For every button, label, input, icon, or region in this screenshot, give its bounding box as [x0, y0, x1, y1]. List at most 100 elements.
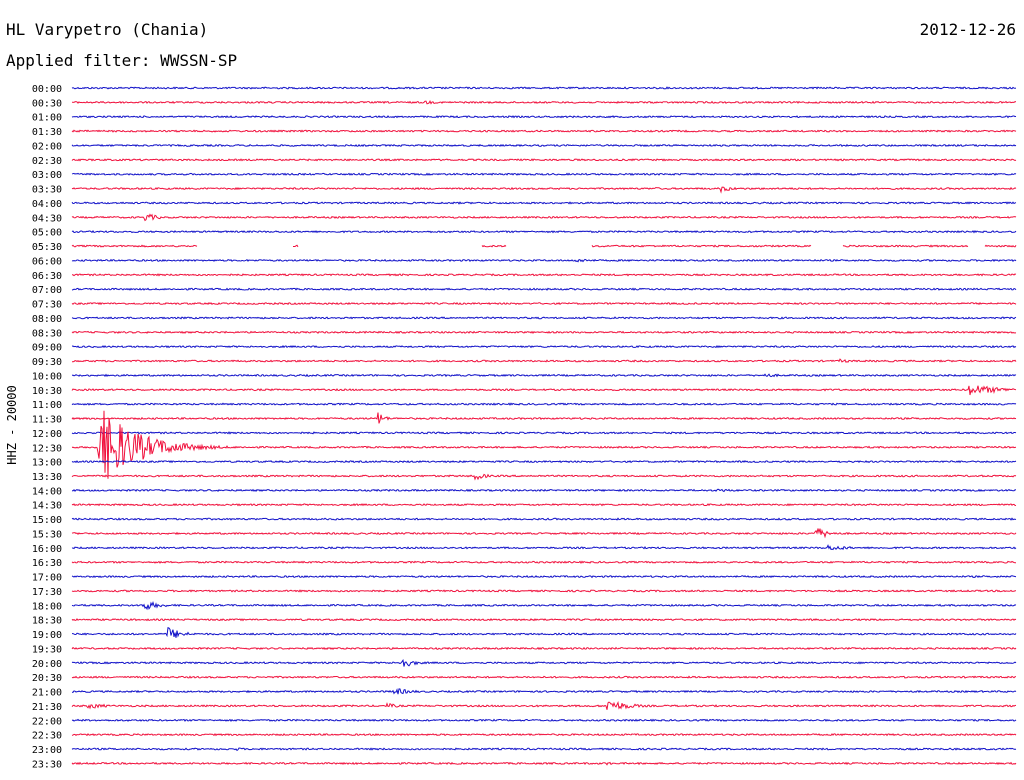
trace-line [71, 517, 1017, 521]
row-time-label: 10:30 [32, 386, 62, 397]
trace-line [71, 186, 1017, 194]
trace-line [72, 626, 1017, 638]
station-title: HL Varypetro (Chania) [6, 20, 209, 39]
trace-line [71, 100, 1017, 105]
row-time-label: 18:00 [32, 601, 62, 612]
row-time-label: 10:00 [32, 371, 62, 382]
trace-line [71, 158, 1017, 162]
row-time-label: 08:30 [32, 328, 62, 339]
trace-line [71, 431, 1017, 435]
row-time-label: 08:00 [32, 314, 62, 325]
row-time-label: 13:00 [32, 458, 62, 469]
trace-line [71, 646, 1017, 651]
trace-line [71, 129, 1017, 133]
trace-line [71, 618, 1017, 622]
row-time-label: 01:30 [32, 127, 62, 138]
trace-line [71, 460, 1017, 464]
trace-line [71, 761, 1017, 766]
row-time-label: 21:30 [32, 702, 62, 713]
trace-line [71, 600, 1017, 611]
trace-line [71, 385, 1017, 396]
row-time-label: 17:30 [32, 587, 62, 598]
trace-line [71, 143, 1017, 148]
row-time-label: 16:00 [32, 544, 62, 555]
row-time-label: 11:00 [32, 400, 62, 411]
trace-line [71, 488, 1017, 493]
row-time-label: 09:00 [32, 343, 62, 354]
row-time-label: 20:00 [32, 659, 62, 670]
row-time-label: 14:00 [32, 486, 62, 497]
row-time-label: 12:30 [32, 443, 62, 454]
row-time-label: 04:30 [32, 213, 62, 224]
trace-line [71, 213, 1017, 222]
row-time-label: 06:30 [32, 271, 62, 282]
row-time-label: 22:00 [32, 716, 62, 727]
row-time-label: 02:30 [32, 156, 62, 167]
row-time-label: 03:00 [32, 170, 62, 181]
trace-line [71, 700, 1017, 710]
trace-line [71, 544, 1017, 551]
trace-line [72, 273, 1017, 277]
trace-line [71, 316, 1017, 320]
trace-line [71, 330, 1017, 334]
row-time-label: 22:30 [32, 731, 62, 742]
trace-line [71, 244, 1017, 248]
trace-line [71, 287, 1017, 291]
trace-line [71, 115, 1017, 119]
trace-line [71, 675, 1017, 679]
row-time-label: 23:00 [32, 745, 62, 756]
trace-line [71, 172, 1017, 176]
row-time-label: 06:00 [32, 256, 62, 267]
row-time-label: 15:30 [32, 529, 62, 540]
trace-line [71, 410, 1017, 479]
row-time-label: 05:30 [32, 242, 62, 253]
row-time-label: 18:30 [32, 616, 62, 627]
row-time-label: 13:30 [32, 472, 62, 483]
trace-line [71, 344, 1017, 349]
trace-line [71, 402, 1017, 406]
row-time-label: 11:30 [32, 415, 62, 426]
row-time-label: 17:00 [32, 573, 62, 584]
trace-line [71, 258, 1017, 263]
filter-label: Applied filter: WWSSN-SP [6, 51, 238, 70]
row-time-label: 19:30 [32, 644, 62, 655]
trace-line [71, 373, 1017, 378]
row-time-label: 07:00 [32, 285, 62, 296]
row-time-label: 07:30 [32, 300, 62, 311]
date-label: 2012-12-26 [919, 20, 1016, 39]
row-time-label: 09:30 [32, 357, 62, 368]
trace-line [71, 301, 1017, 306]
row-time-label: 21:00 [32, 688, 62, 699]
trace-line [71, 659, 1017, 667]
trace-line [71, 732, 1017, 737]
row-time-label: 00:00 [32, 84, 62, 95]
row-time-label: 05:00 [32, 228, 62, 239]
trace-line [71, 201, 1017, 205]
trace-line [71, 528, 1017, 539]
trace-line [71, 747, 1017, 752]
row-time-label: 15:00 [32, 515, 62, 526]
trace-line [71, 503, 1017, 507]
row-time-label: 23:30 [32, 759, 62, 770]
row-time-label: 20:30 [32, 673, 62, 684]
trace-line [71, 473, 1017, 481]
trace-line [71, 589, 1017, 593]
row-time-label: 19:00 [32, 630, 62, 641]
trace-line [71, 688, 1017, 695]
row-time-label: 02:00 [32, 141, 62, 152]
trace-line [71, 560, 1017, 564]
trace-line [71, 358, 1017, 363]
row-time-label: 12:00 [32, 429, 62, 440]
row-time-label: 14:30 [32, 501, 62, 512]
row-time-label: 00:30 [32, 98, 62, 109]
row-time-label: 16:30 [32, 558, 62, 569]
trace-line [71, 412, 1017, 424]
trace-line [71, 574, 1017, 579]
trace-line [71, 86, 1017, 90]
trace-line [71, 718, 1017, 723]
trace-line [71, 229, 1017, 234]
row-time-label: 03:30 [32, 185, 62, 196]
row-time-label: 01:00 [32, 113, 62, 124]
row-time-label: 04:00 [32, 199, 62, 210]
